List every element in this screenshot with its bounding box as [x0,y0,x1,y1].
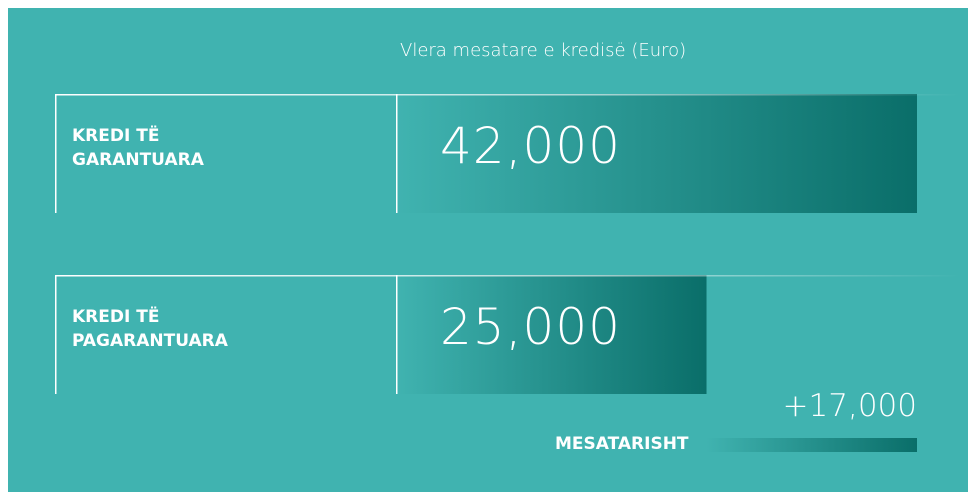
row-left-line [55,94,57,213]
category-label: KREDI TË PAGARANTUARA [72,307,228,351]
value-label: 42,000 [440,117,621,175]
difference-bar [706,438,917,452]
row-divider [396,94,398,213]
difference-caption: MESATARISHT [555,434,689,454]
background [8,8,968,492]
row-left-line [55,275,57,394]
category-label: KREDI TË GARANTUARA [72,126,204,170]
row-divider [396,275,398,394]
bar [397,275,707,394]
bar [397,94,917,213]
value-label: 25,000 [440,298,621,356]
difference-label: +17,000 [782,388,917,424]
chart-title: Vlera mesatare e kredisë (Euro) [400,40,687,61]
row-top-line [55,94,960,96]
row-top-line [55,275,960,277]
